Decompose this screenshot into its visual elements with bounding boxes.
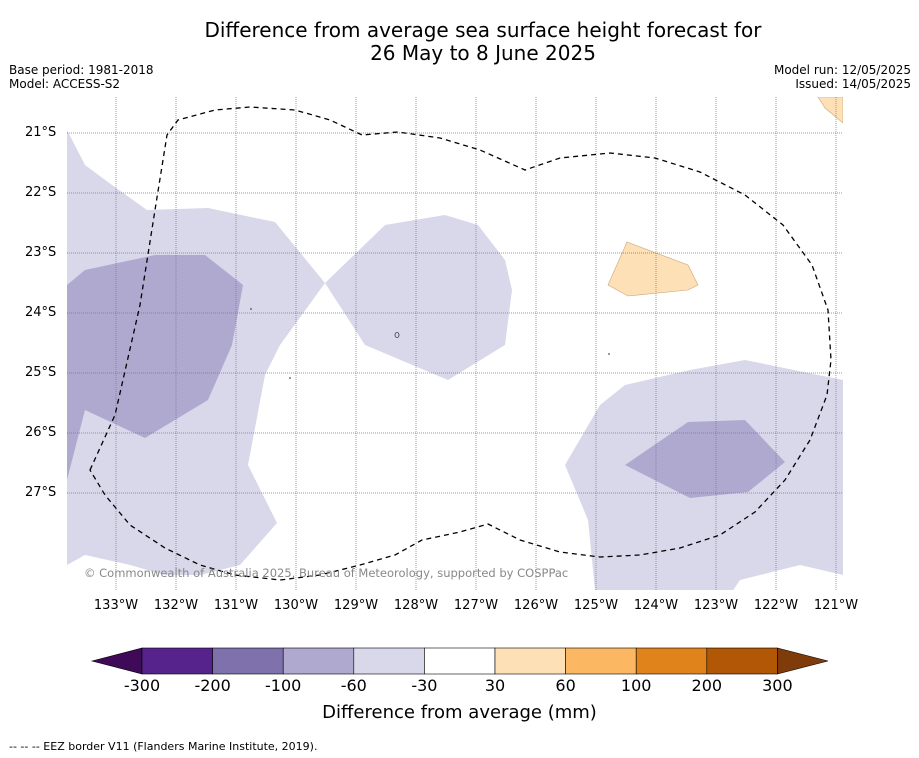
- latitude-label: 22°S: [25, 185, 57, 200]
- title-line-1: Difference from average sea surface heig…: [204, 18, 762, 42]
- latitude-label: 24°S: [25, 305, 57, 320]
- colorbar-tick-label: -300: [123, 676, 161, 695]
- longitude-label: 133°W: [93, 598, 139, 613]
- graticule: [67, 97, 843, 590]
- latitude-label: 27°S: [25, 485, 57, 500]
- colorbar-segment: [706, 647, 778, 675]
- longitude-label: 123°W: [693, 598, 739, 613]
- latitude-label: 23°S: [25, 245, 57, 260]
- map-plot-area: [67, 97, 843, 590]
- colorbar-tick-label: 30: [484, 676, 506, 695]
- colorbar-title: Difference from average (mm): [322, 702, 597, 723]
- latitude-label: 26°S: [25, 425, 57, 440]
- colorbar-tick-label: -200: [194, 676, 231, 695]
- longitude-label: 125°W: [573, 598, 619, 613]
- eez-border: [89, 106, 832, 581]
- colorbar-tick-label: -30: [411, 676, 438, 695]
- colorbar-segment: [424, 647, 496, 675]
- longitude-label: 131°W: [213, 598, 259, 613]
- model-run-text: Model run: 12/05/2025: [773, 63, 911, 77]
- colorbar-tick-label: -100: [265, 676, 302, 695]
- colorbar-segment: [635, 647, 708, 675]
- colorbar-segment: [212, 647, 284, 675]
- longitude-label: 127°W: [453, 598, 499, 613]
- colorbar: [90, 647, 829, 675]
- colorbar-segment: [141, 647, 213, 675]
- meta-right: Model run: 12/05/2025 Issued: 14/05/2025: [774, 63, 911, 91]
- title-line-2: 26 May to 8 June 2025: [370, 41, 596, 65]
- base-period-text: Base period: 1981-2018: [9, 63, 154, 77]
- colorbar-tick-label: 100: [620, 676, 652, 695]
- colorbar-tick-label: 200: [691, 676, 723, 695]
- anomaly-region-medium-east: [625, 420, 785, 498]
- longitude-label: 126°W: [513, 598, 559, 613]
- colorbar-segment: [353, 647, 425, 675]
- longitude-label: 121°W: [813, 598, 859, 613]
- colorbar-extend-low: [90, 647, 143, 675]
- island-marker: [394, 332, 400, 338]
- latitude-label: 25°S: [25, 365, 57, 380]
- anomaly-region-light-west: [67, 130, 512, 575]
- longitude-label: 129°W: [333, 598, 379, 613]
- colorbar-segment: [494, 647, 566, 675]
- model-text: Model: ACCESS-S2: [9, 77, 121, 91]
- chart-title: Difference from average sea surface heig…: [0, 19, 919, 65]
- colorbar-tick-label: -60: [340, 676, 367, 695]
- meta-left: Base period: 1981-2018 Model: ACCESS-S2: [9, 63, 154, 91]
- eez-footnote: -- -- -- EEZ border V11 (Flanders Marine…: [9, 740, 318, 753]
- longitude-label: 132°W: [153, 598, 199, 613]
- latitude-label: 21°S: [25, 125, 57, 140]
- longitude-label: 128°W: [393, 598, 439, 613]
- longitude-label: 122°W: [753, 598, 799, 613]
- longitude-label: 124°W: [633, 598, 679, 613]
- copyright-text: © Commonwealth of Australia 2025, Bureau…: [84, 566, 568, 580]
- colorbar-segment: [565, 647, 637, 675]
- anomaly-region-medium-west: [67, 255, 243, 480]
- colorbar-segment: [282, 647, 355, 675]
- anomaly-region-positive-central: [607, 241, 699, 297]
- longitude-label: 130°W: [273, 598, 319, 613]
- colorbar-extend-high: [777, 647, 829, 675]
- anomaly-region-positive-northeast: [817, 97, 843, 124]
- colorbar-tick-label: 300: [762, 676, 793, 695]
- colorbar-tick-label: 60: [555, 676, 576, 695]
- issued-text: Issued: 14/05/2025: [795, 77, 911, 91]
